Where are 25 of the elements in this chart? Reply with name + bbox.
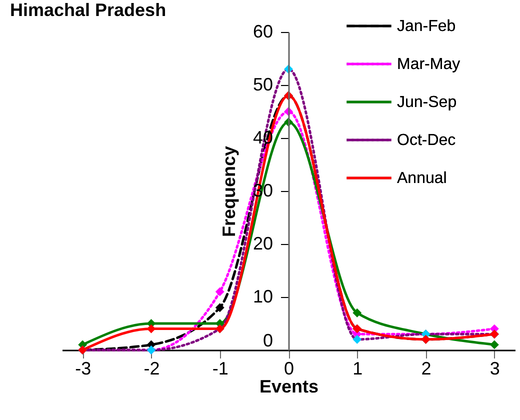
point [490, 340, 499, 350]
y-tick-label: 0 [262, 330, 273, 350]
x-tick-label: -3 [75, 358, 92, 378]
x-axis-title: Events [259, 376, 319, 396]
x-tick-label: 1 [352, 358, 363, 378]
point [352, 308, 362, 318]
legend-label: Oct-Dec [397, 132, 456, 149]
x-tick-label: 0 [284, 358, 294, 378]
y-tick-label: 20 [252, 234, 273, 254]
x-tick-label: -2 [144, 358, 160, 378]
y-tick-label: 10 [252, 286, 273, 306]
x-tick-label: -1 [212, 358, 228, 378]
legend-label: Annual [397, 170, 447, 187]
legend-label: Mar-May [397, 56, 460, 73]
legend-label: Jan-Feb [397, 18, 456, 35]
point [215, 303, 224, 312]
legend-label: Jun-Sep [397, 94, 457, 111]
point [352, 334, 362, 344]
x-tick-label: 2 [421, 358, 432, 378]
y-axis-title: Frequency [218, 146, 239, 238]
point [215, 287, 224, 296]
y-tick-label: 50 [252, 74, 273, 94]
chart-title: Himachal Pradesh [10, 0, 166, 20]
x-tick-label: 3 [490, 358, 500, 378]
y-tick-label: 60 [252, 22, 273, 42]
